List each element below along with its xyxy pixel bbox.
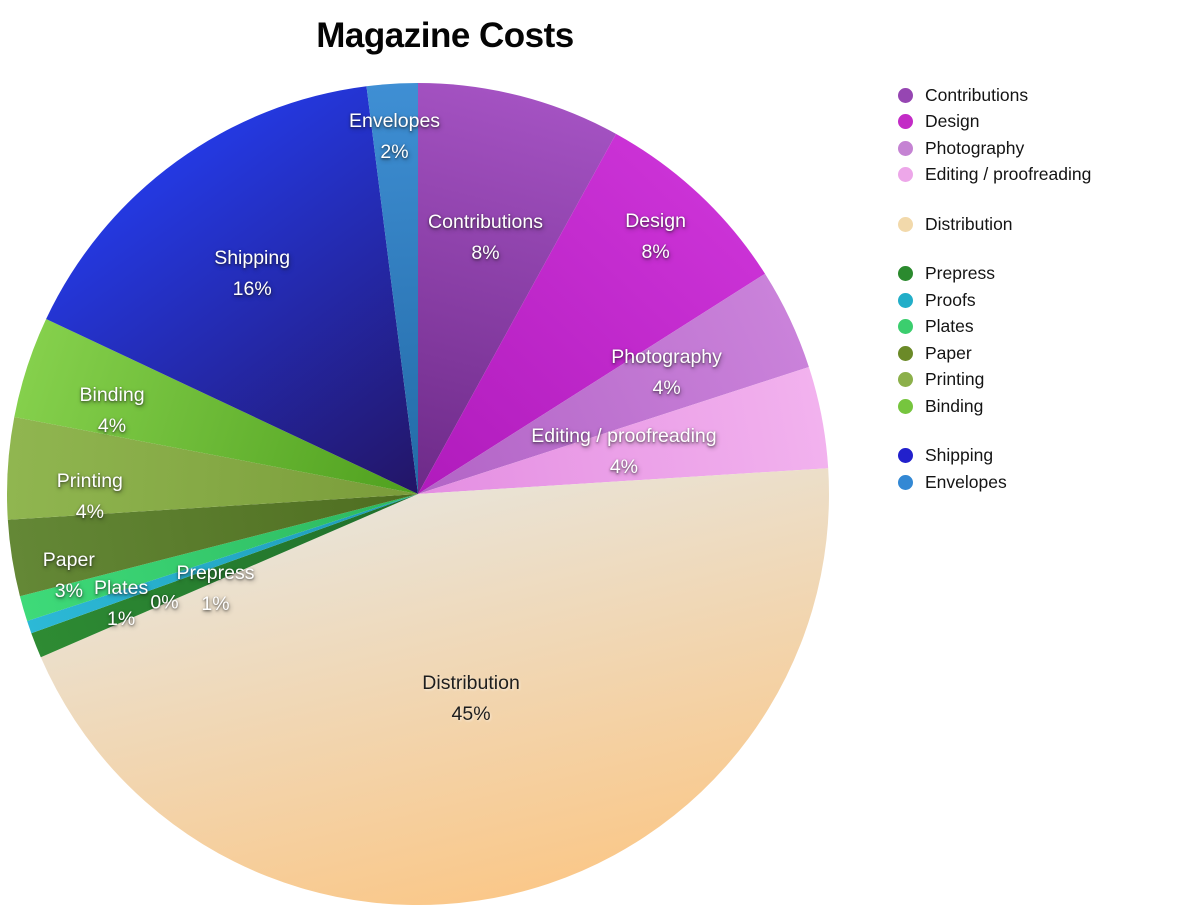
legend-swatch-icon (898, 266, 913, 282)
legend-swatch-icon (898, 216, 913, 232)
pie-slice-paper (7, 494, 419, 597)
legend-label: Shipping (925, 445, 994, 466)
legend-swatch-icon (898, 292, 913, 308)
pie-slice-prepress (31, 494, 419, 658)
legend-item-plates: Plates (898, 314, 1091, 341)
legend-label: Design (925, 111, 980, 132)
legend-swatch-icon (898, 140, 913, 156)
legend-label: Paper (925, 342, 972, 363)
legend-group-gap (898, 238, 1091, 261)
legend-item-envelopes: Envelopes (898, 469, 1091, 496)
pie-slice-binding (14, 319, 419, 494)
legend-group-gap (898, 420, 1091, 443)
legend-label: Photography (925, 137, 1025, 158)
legend-item-contributions: Contributions (898, 82, 1091, 109)
legend-item-binding: Binding (898, 393, 1091, 420)
pie-slice-shipping (46, 86, 419, 495)
legend-item-prepress: Prepress (898, 261, 1091, 288)
legend-swatch-icon (898, 345, 913, 361)
pie-slice-plates (19, 494, 418, 622)
legend-label: Editing / proofreading (925, 164, 1092, 185)
legend-label: Contributions (925, 84, 1029, 105)
pie-slice-photography (418, 273, 809, 494)
legend-group-gap (898, 188, 1091, 211)
legend-label: Proofs (925, 289, 976, 310)
pie-slice-editing-proofreading (418, 366, 829, 494)
legend-swatch-icon (898, 474, 913, 490)
legend: Contributions Design Photography Editing / … (898, 82, 1091, 496)
legend-swatch-icon (898, 319, 913, 335)
chart-title: Magazine Costs (316, 16, 574, 55)
legend-label: Envelopes (925, 471, 1007, 492)
pie-slice-design (418, 133, 766, 494)
legend-item-distribution: Distribution (898, 211, 1091, 238)
pie-slice-printing (6, 416, 418, 520)
legend-label: Printing (925, 369, 985, 390)
legend-swatch-icon (898, 87, 913, 103)
legend-swatch-icon (898, 114, 913, 130)
pie-slice-envelopes (366, 83, 418, 494)
legend-label: Plates (925, 316, 974, 337)
legend-item-paper: Paper (898, 340, 1091, 367)
legend-label: Prepress (925, 263, 996, 284)
legend-label: Distribution (925, 213, 1013, 234)
legend-item-shipping: Shipping (898, 443, 1091, 470)
pie-slice-distribution (40, 468, 830, 906)
legend-swatch-icon (898, 372, 913, 388)
legend-item-proofs: Proofs (898, 287, 1091, 314)
legend-swatch-icon (898, 448, 913, 464)
legend-swatch-icon (898, 167, 913, 183)
pie-slice-proofs (27, 494, 419, 634)
legend-item-design: Design (898, 109, 1091, 136)
legend-item-photography: Photography (898, 135, 1091, 162)
pie-slice-contributions (418, 83, 616, 494)
legend-item-printing: Printing (898, 367, 1091, 394)
legend-swatch-icon (898, 398, 913, 414)
legend-label: Binding (925, 395, 984, 416)
legend-item-editing-proofreading: Editing / proofreading (898, 162, 1091, 189)
